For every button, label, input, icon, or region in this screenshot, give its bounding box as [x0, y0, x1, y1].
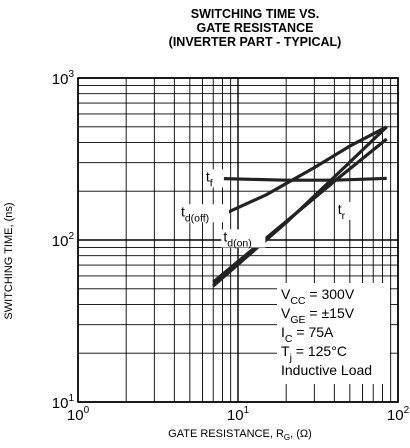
- x-axis-label: GATE RESISTANCE, RG, (Ω): [168, 428, 312, 443]
- condition-line-4: Inductive Load: [281, 362, 372, 378]
- series-label-background: [335, 201, 356, 220]
- series-label-background: [178, 204, 229, 223]
- condition-line-0: VCC = 300V: [281, 286, 355, 307]
- series-line-tf: [213, 176, 387, 182]
- conditions-box: [277, 283, 390, 384]
- series-line-td(on): [212, 125, 388, 288]
- x-tick-label: 100: [67, 405, 90, 424]
- chart-title-line-3: (INVERTER PART - TYPICAL): [168, 35, 342, 49]
- x-tick-label: 101: [227, 405, 250, 424]
- series-label-background: [203, 169, 224, 188]
- chart-title: SWITCHING TIME VS. GATE RESISTANCE (INVE…: [120, 7, 390, 49]
- y-tick-label: 102: [52, 231, 75, 250]
- series-label-tf: tf: [206, 168, 213, 189]
- condition-line-3: Tj = 125°C: [281, 343, 347, 364]
- series-label-td(on): td(on): [223, 228, 251, 249]
- chart-title-line-2: GATE RESISTANCE: [196, 21, 314, 35]
- series-line-td(off): [212, 125, 388, 221]
- condition-line-1: VGE = ±15V: [281, 305, 355, 326]
- plot-frame: [77, 77, 399, 403]
- condition-line-2: IC = 75A: [281, 324, 334, 345]
- series-label-background: [221, 229, 266, 248]
- series-label-tr: tr: [338, 201, 346, 222]
- y-tick-label: 101: [52, 393, 75, 412]
- y-tick-label: 103: [52, 69, 75, 88]
- series-label-td(off): td(off): [181, 203, 209, 224]
- x-tick-label: 102: [387, 405, 410, 424]
- y-axis-label: SWITCHING TIME, (ns): [3, 202, 15, 320]
- chart-title-line-1: SWITCHING TIME VS.: [190, 7, 320, 21]
